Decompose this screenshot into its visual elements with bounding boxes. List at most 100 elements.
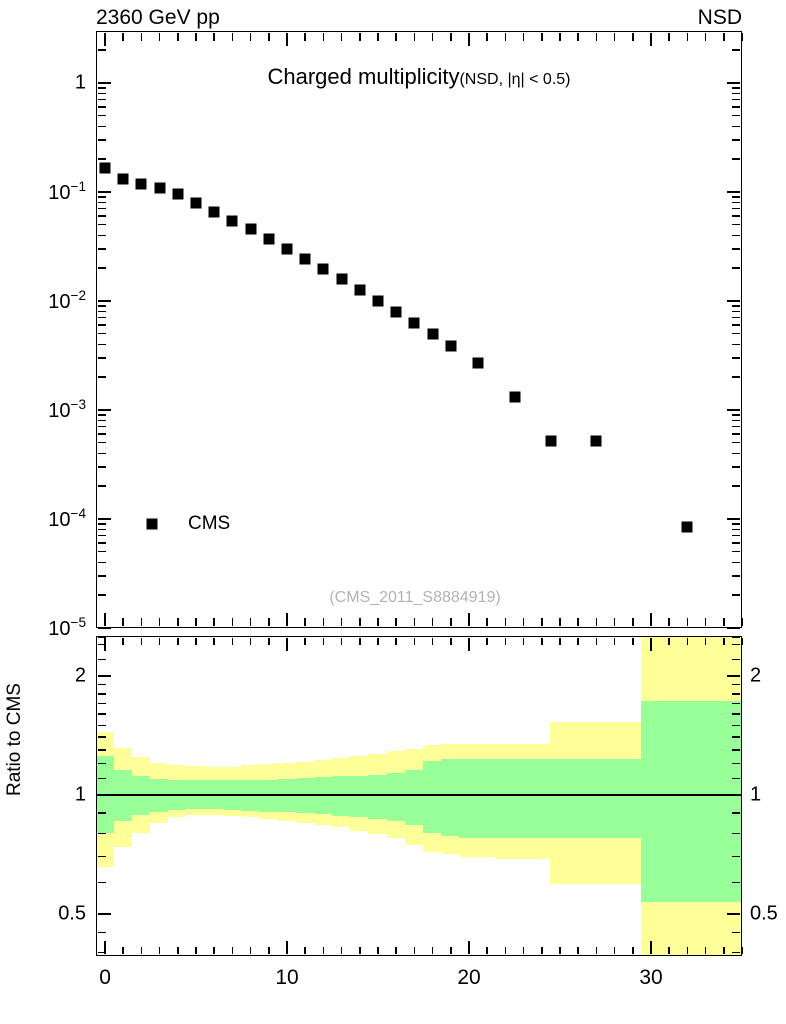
- x-minor-tick: [158, 618, 161, 627]
- y-minor-tick: [732, 99, 741, 101]
- y-minor-tick: [732, 49, 741, 51]
- data-point-marker: [354, 284, 366, 296]
- y-minor-tick: [97, 224, 106, 226]
- ratio-x-minor-tick: [632, 947, 634, 955]
- data-point-marker: [372, 295, 384, 307]
- y-minor-tick: [97, 49, 106, 51]
- x-minor-tick: [668, 32, 670, 41]
- y-minor-tick: [97, 267, 106, 269]
- y-minor-tick: [97, 528, 106, 531]
- ratio-x-major-tick: [468, 941, 470, 955]
- x-minor-tick: [559, 32, 561, 41]
- x-minor-tick: [741, 32, 743, 41]
- data-point-marker: [99, 162, 111, 174]
- ratio-y-major-tick: [727, 674, 741, 677]
- ratio-band-inner: [459, 759, 496, 839]
- y-minor-tick: [732, 196, 741, 198]
- y-minor-tick: [732, 224, 741, 226]
- y-minor-tick: [97, 357, 106, 359]
- ratio-y-minor-tick: [97, 931, 106, 933]
- ratio-x-major-tick: [286, 941, 288, 955]
- x-minor-tick: [668, 618, 670, 627]
- ratio-y-minor-tick: [732, 693, 741, 695]
- y-minor-tick: [732, 357, 741, 359]
- y-minor-tick: [97, 201, 106, 204]
- y-minor-tick: [97, 376, 106, 378]
- y-minor-tick: [732, 466, 741, 468]
- y-minor-tick: [97, 158, 106, 160]
- y-minor-tick: [97, 324, 106, 326]
- x-axis-tick-label: 0: [99, 966, 111, 989]
- y-minor-tick: [732, 125, 741, 127]
- y-minor-tick: [732, 551, 741, 553]
- x-minor-tick: [504, 32, 507, 41]
- ratio-x-major-tick: [468, 637, 470, 651]
- ratio-band-inner: [495, 759, 551, 839]
- x-minor-tick: [723, 618, 725, 627]
- y-minor-tick: [97, 442, 106, 444]
- y-minor-tick: [97, 196, 106, 198]
- y-minor-tick: [732, 433, 741, 435]
- x-minor-tick: [632, 32, 634, 41]
- ratio-x-minor-tick: [359, 947, 361, 955]
- data-point-marker: [245, 223, 257, 235]
- y-minor-tick: [732, 317, 741, 319]
- ratio-y-minor-tick: [732, 736, 741, 738]
- data-point-marker: [545, 435, 557, 447]
- ratio-y-minor-tick: [97, 683, 106, 686]
- y-major-tick: [97, 409, 111, 411]
- data-point-marker: [472, 357, 484, 369]
- data-point-marker: [263, 233, 275, 245]
- ratio-x-minor-tick: [213, 637, 216, 645]
- x-minor-tick: [395, 618, 398, 627]
- y-minor-tick: [732, 419, 741, 422]
- x-minor-tick: [686, 618, 689, 627]
- ratio-reference-line: [96, 794, 742, 796]
- ratio-band-inner: [404, 770, 423, 826]
- x-major-tick: [468, 613, 470, 627]
- ratio-y-minor-tick: [732, 812, 741, 814]
- y-minor-tick: [97, 523, 106, 525]
- x-minor-tick: [704, 32, 707, 41]
- y-minor-tick: [732, 594, 741, 596]
- x-minor-tick: [195, 618, 197, 627]
- ratio-x-minor-tick: [213, 947, 216, 955]
- ratio-x-major-tick: [650, 637, 652, 651]
- ratio-y-minor-tick: [97, 713, 106, 715]
- ratio-x-minor-tick: [541, 947, 543, 955]
- ratio-x-minor-tick: [377, 637, 379, 645]
- ratio-y-minor-tick: [732, 636, 741, 639]
- ratio-x-minor-tick: [231, 947, 234, 955]
- y-major-tick: [727, 409, 741, 411]
- x-major-tick: [650, 32, 652, 46]
- main-plot-frame: [96, 31, 742, 628]
- x-minor-tick: [723, 32, 725, 41]
- ratio-x-minor-tick: [668, 637, 670, 645]
- ratio-band-inner: [386, 773, 405, 822]
- x-minor-tick: [541, 618, 543, 627]
- y-minor-tick: [97, 466, 106, 468]
- x-major-tick: [286, 32, 288, 46]
- ratio-x-minor-tick: [486, 637, 489, 645]
- y-minor-tick: [97, 106, 106, 108]
- x-minor-tick: [431, 32, 434, 41]
- ratio-x-minor-tick: [577, 637, 580, 645]
- x-minor-tick: [377, 618, 379, 627]
- ratio-y-major-tick: [97, 794, 111, 796]
- x-minor-tick: [741, 618, 743, 627]
- ratio-x-minor-tick: [340, 947, 343, 955]
- data-point-marker: [336, 273, 348, 285]
- x-minor-tick: [504, 618, 507, 627]
- y-minor-tick: [97, 115, 106, 117]
- x-minor-tick: [195, 32, 197, 41]
- ratio-x-minor-tick: [632, 637, 634, 645]
- x-minor-tick: [486, 32, 489, 41]
- y-minor-tick: [97, 234, 106, 236]
- y-minor-tick: [732, 208, 741, 210]
- ratio-x-minor-tick: [613, 637, 616, 645]
- x-minor-tick: [304, 618, 307, 627]
- x-minor-tick: [595, 32, 598, 41]
- y-minor-tick: [97, 419, 106, 422]
- y-minor-tick: [97, 575, 106, 577]
- x-minor-tick: [322, 32, 325, 41]
